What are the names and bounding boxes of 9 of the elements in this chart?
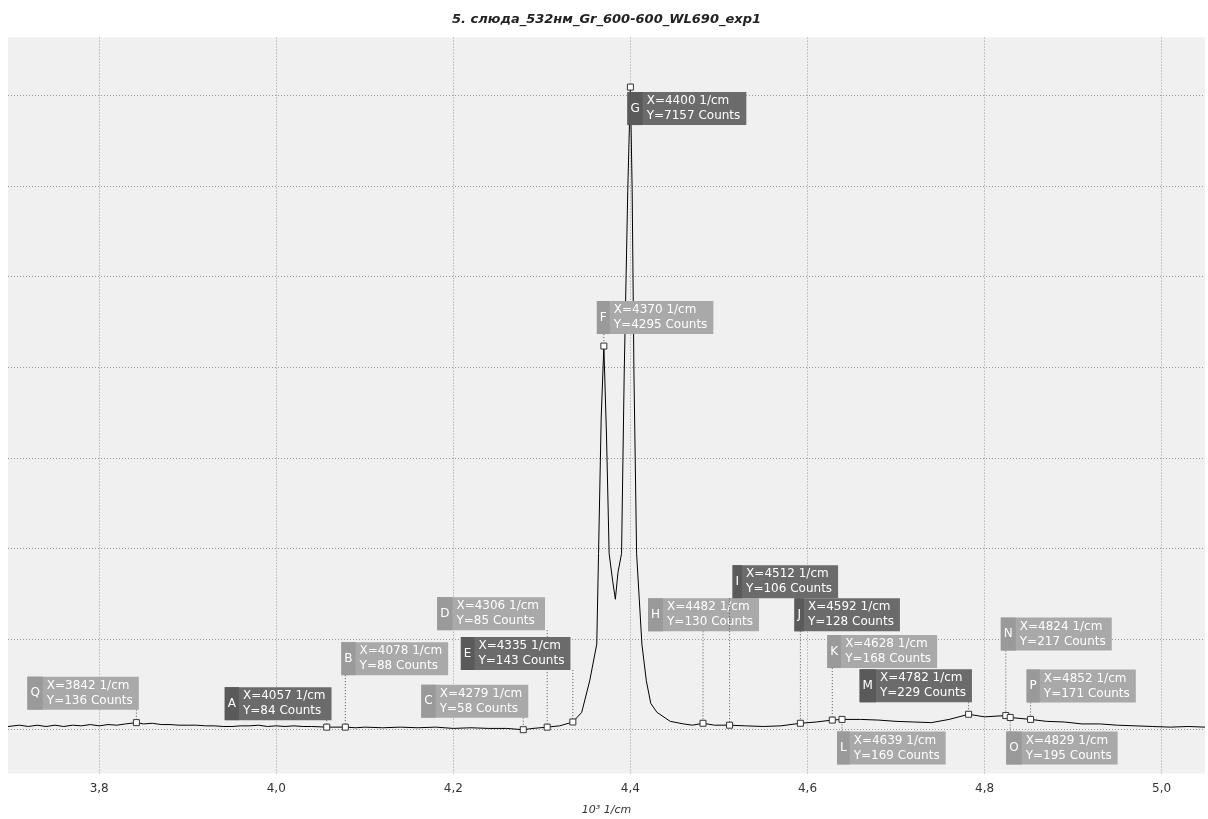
x-tick-label: 4,8 [975, 780, 995, 795]
x-tick-label: 4,2 [443, 780, 463, 795]
x-tick-label: 4,0 [266, 780, 286, 795]
x-tick-label: 4,4 [620, 780, 640, 795]
chart-title: 5. слюда_532нм_Gr_600-600_WL690_exp1 [452, 11, 761, 28]
x-axis-title: 10³ 1/cm [581, 803, 632, 817]
x-tick-label: 3,8 [89, 780, 109, 795]
x-tick-label: 5,0 [1152, 780, 1172, 795]
x-tick-label: 4,6 [797, 780, 818, 795]
